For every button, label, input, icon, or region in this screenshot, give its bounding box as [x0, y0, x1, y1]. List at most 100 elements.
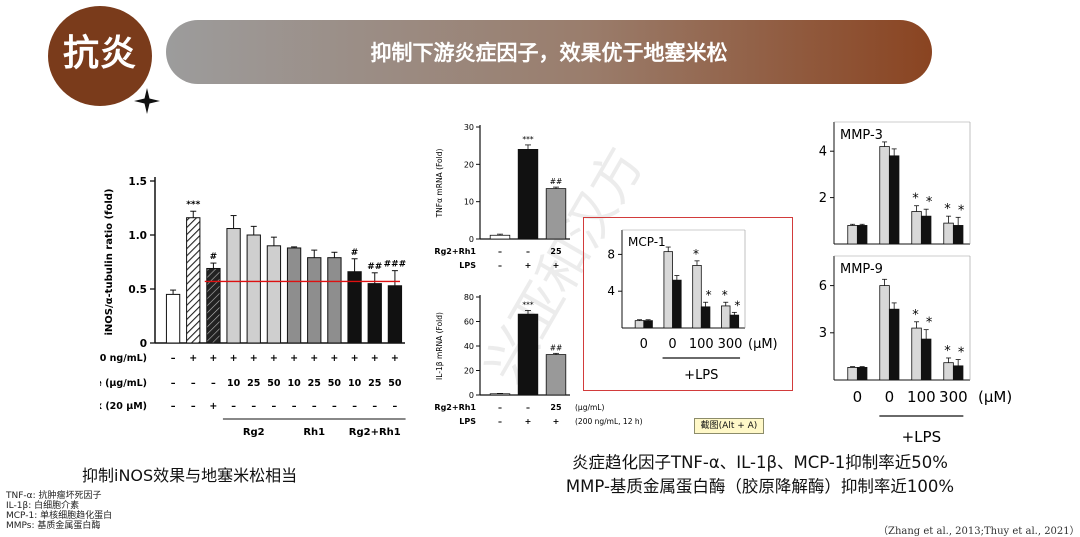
bar — [880, 147, 890, 244]
lps-label: +LPS — [902, 428, 942, 446]
bar — [673, 280, 682, 328]
significance-mark: * — [926, 195, 933, 210]
bar — [921, 339, 931, 380]
row-value: + — [553, 417, 560, 426]
row-value: + — [250, 353, 258, 364]
bar — [848, 225, 858, 244]
row-value: – — [332, 401, 337, 412]
row-value: 50 — [328, 378, 342, 389]
bar — [953, 366, 963, 380]
bar — [518, 149, 538, 239]
x-tick-label: 300 — [939, 388, 968, 406]
bar — [187, 218, 200, 343]
row-value: – — [171, 401, 176, 412]
row-label: LPS — [459, 417, 476, 426]
banner-title: 抑制下游炎症因子，效果优于地塞米松 — [166, 37, 932, 67]
bar — [490, 394, 510, 395]
panel-title: MMP-3 — [840, 128, 883, 143]
bar — [247, 235, 260, 343]
bar — [490, 235, 510, 239]
y-tick-label: 20 — [464, 160, 474, 169]
row-value: + — [189, 353, 197, 364]
significance-mark: * — [958, 346, 965, 361]
significance-mark: *** — [522, 300, 534, 309]
row-label: Rg2+Rh1 — [434, 247, 476, 256]
significance-mark: # — [351, 248, 359, 258]
mcp1-chart: MCP-148 ** **0 0 100 300 (μM)+LPS — [590, 222, 790, 388]
significance-mark: * — [706, 288, 712, 302]
x-tick-label: 0 — [668, 337, 676, 352]
group-label: Rg2 — [243, 427, 265, 438]
row-value: – — [272, 401, 277, 412]
row-value: + — [209, 401, 217, 412]
significance-mark: # — [210, 252, 218, 262]
bar — [857, 367, 867, 380]
bar — [287, 248, 300, 343]
significance-mark: ## — [367, 262, 382, 272]
group-label: Rg2+Rh1 — [349, 427, 401, 438]
bar — [546, 189, 566, 239]
x-tick-label: 0 — [853, 388, 863, 406]
x-tick-label: 0 — [640, 337, 648, 352]
row-value: + — [230, 353, 238, 364]
footnote: IL-1β: 白细胞介素 — [6, 501, 112, 511]
row-value: – — [231, 401, 236, 412]
row-value: 50 — [388, 378, 402, 389]
bar — [857, 225, 867, 244]
footnote: MMPs: 基质金属蛋白酶 — [6, 521, 112, 531]
unit-label: (200 ng/mL, 12 h) — [575, 417, 643, 426]
footnote: MCP-1: 单核细胞趋化蛋白 — [6, 511, 112, 521]
y-tick-label: 0 — [469, 235, 474, 244]
bar — [207, 268, 220, 343]
group-label: Rh1 — [303, 427, 325, 438]
bar — [912, 212, 922, 244]
row-value: + — [330, 353, 338, 364]
bar — [721, 306, 730, 328]
unit-label: (μM) — [978, 388, 1012, 406]
panel-title: MCP-1 — [628, 235, 666, 249]
row-value: + — [525, 417, 532, 426]
bar — [693, 265, 702, 328]
bar — [518, 314, 538, 395]
row-value: + — [525, 261, 532, 270]
lps-label: +LPS — [684, 368, 718, 383]
row-value: 10 — [227, 378, 241, 389]
row-value: 25 — [550, 247, 562, 256]
row-label: LPS — [459, 261, 476, 270]
bar — [368, 284, 381, 343]
y-tick-label: 0 — [140, 338, 147, 350]
significance-mark: ## — [550, 177, 563, 186]
significance-mark: * — [912, 308, 919, 323]
y-tick-label: 3 — [819, 326, 827, 341]
row-value: – — [372, 401, 377, 412]
section-badge-label: 抗炎 — [48, 24, 152, 76]
y-tick-label: 4 — [819, 145, 827, 160]
y-tick-label: 0.5 — [128, 284, 147, 296]
screenshot-tooltip: 截图(Alt + A) — [694, 418, 764, 434]
unit-label: (μM) — [748, 337, 778, 352]
row-value: – — [526, 403, 530, 412]
significance-mark: * — [944, 202, 951, 217]
panel-title: MMP-9 — [840, 262, 883, 277]
row-value: – — [393, 401, 398, 412]
row-value: + — [310, 353, 318, 364]
y-tick-label: 10 — [464, 198, 474, 207]
bar — [848, 367, 858, 380]
row-value: – — [171, 353, 176, 364]
inos-chart: 0 0.5 1.0 1.5 iNOS/α-tubulin ratio (fold) ***… — [100, 165, 420, 445]
row-value: – — [526, 247, 530, 256]
row-value: 50 — [267, 378, 281, 389]
row-value: + — [391, 353, 399, 364]
row-value: – — [312, 401, 317, 412]
significance-mark: * — [693, 247, 699, 261]
inos-caption: 抑制iNOS效果与地塞米松相当 — [82, 462, 297, 486]
tnf-chart: 0 10 20 30 TNFα mRNA (Fold) *** ## Rg2+Rh1 LPS – –… — [430, 115, 590, 285]
row-value: 10 — [348, 378, 362, 389]
row-value: – — [292, 401, 297, 412]
row-value: – — [191, 401, 196, 412]
bar — [664, 252, 673, 328]
significance-mark: * — [734, 298, 740, 312]
significance-mark: ## — [550, 343, 563, 352]
x-tick-label: 100 — [907, 388, 936, 406]
bar — [644, 321, 653, 328]
